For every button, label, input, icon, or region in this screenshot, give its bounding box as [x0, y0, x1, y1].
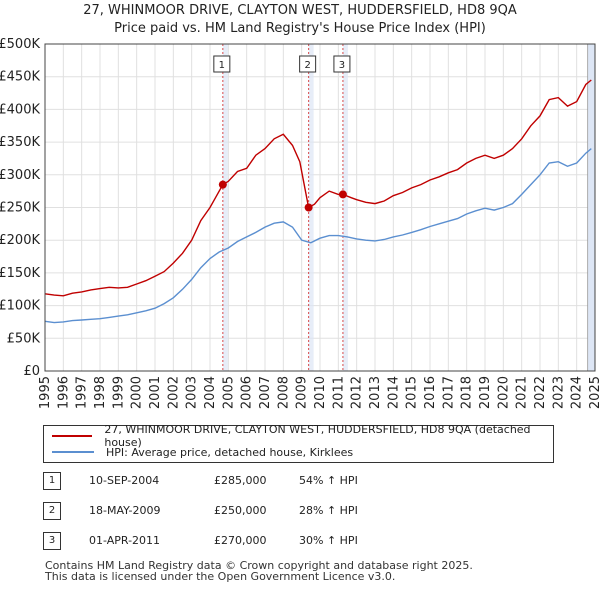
x-tick-label: 2014	[386, 376, 401, 409]
transaction-price: £270,000	[214, 534, 267, 547]
transaction-date: 10-SEP-2004	[89, 474, 160, 487]
legend-item-hpi: HPI: Average price, detached house, Kirk…	[52, 444, 353, 460]
legend-item-property: 27, WHINMOOR DRIVE, CLAYTON WEST, HUDDER…	[52, 423, 553, 449]
chart-title: 27, WHINMOOR DRIVE, CLAYTON WEST, HUDDER…	[0, 2, 600, 38]
x-tick-label: 2005	[221, 376, 236, 409]
y-tick-label: £150K	[0, 266, 40, 281]
hpi-line	[44, 148, 592, 324]
transaction-label-box	[333, 55, 351, 73]
y-tick-label: £100K	[0, 299, 40, 314]
x-tick-label: 2012	[350, 376, 365, 409]
x-tick-label: 2024	[570, 376, 585, 409]
legend-label-property: 27, WHINMOOR DRIVE, CLAYTON WEST, HUDDER…	[104, 423, 531, 449]
transaction-marker	[338, 190, 347, 199]
x-tick-label: 1996	[56, 376, 71, 409]
x-tick-label: 1999	[111, 376, 126, 409]
x-tick-label: 2018	[460, 376, 475, 409]
footer: Contains HM Land Registry data © Crown c…	[45, 560, 473, 582]
table-row: 1 10-SEP-2004 £285,000 54% ↑ HPI	[43, 472, 563, 490]
price-chart: £0 £50K £100K £150K £200K £250K £300K £350K £400…	[0, 37, 600, 409]
transaction-shade	[222, 44, 228, 371]
x-tick-label: 2001	[148, 376, 163, 409]
x-tick-label: 2004	[203, 376, 218, 409]
legend-swatch-hpi	[52, 451, 94, 453]
transaction-number: 1	[43, 472, 61, 490]
transaction-date: 18-MAY-2009	[89, 504, 161, 517]
transaction-label-box	[213, 55, 231, 73]
y-tick-label: £0	[23, 364, 40, 379]
y-tick-label: £200K	[0, 233, 40, 248]
x-tick-label: 2002	[166, 376, 181, 409]
x-tick-label: 2007	[258, 376, 273, 409]
x-tick-label: 2023	[551, 376, 566, 409]
transaction-label: 1	[219, 60, 225, 71]
title-line-1: 27, WHINMOOR DRIVE, CLAYTON WEST, HUDDER…	[83, 3, 517, 18]
x-tick-label: 2025	[588, 376, 600, 409]
y-tick-label: £500K	[0, 37, 40, 52]
x-tick-label: 2013	[368, 376, 383, 409]
x-tick-label: 2010	[313, 376, 328, 409]
x-tick-label: 1997	[75, 376, 90, 409]
y-tick-label: £400K	[0, 102, 40, 117]
footer-line-2: This data is licensed under the Open Gov…	[45, 570, 396, 583]
x-tick-label: 2020	[496, 376, 511, 409]
x-tick-label: 2022	[533, 376, 548, 409]
x-tick-label: 2015	[405, 376, 420, 409]
transaction-marker	[218, 180, 227, 189]
table-row: 2 18-MAY-2009 £250,000 28% ↑ HPI	[43, 502, 563, 520]
x-tick-label: 2003	[185, 376, 200, 409]
transaction-marker	[304, 203, 313, 212]
legend: 27, WHINMOOR DRIVE, CLAYTON WEST, HUDDER…	[43, 423, 554, 463]
transaction-label-box	[299, 55, 317, 73]
y-tick-label: £250K	[0, 201, 40, 216]
x-tick-label: 2016	[423, 376, 438, 409]
x-tick-label: 2017	[441, 376, 456, 409]
x-tick-label: 2021	[515, 376, 530, 409]
y-tick-label: £50K	[7, 331, 41, 346]
table-row: 3 01-APR-2011 £270,000 30% ↑ HPI	[43, 532, 563, 550]
transaction-number: 2	[43, 502, 61, 520]
x-tick-label: 1998	[93, 376, 108, 409]
transaction-number: 3	[43, 532, 61, 550]
x-tick-label: 1995	[38, 376, 53, 409]
x-tick-label: 2019	[478, 376, 493, 409]
transaction-label: 2	[304, 60, 310, 71]
y-tick-label: £350K	[0, 135, 40, 150]
footer-line-1: Contains HM Land Registry data © Crown c…	[45, 559, 473, 572]
transaction-date: 01-APR-2011	[89, 534, 161, 547]
title-line-2: Price paid vs. HM Land Registry's House …	[114, 21, 486, 36]
plot-frame	[44, 43, 596, 372]
x-tick-label: 2000	[130, 376, 145, 409]
legend-label-hpi: HPI: Average price, detached house, Kirk…	[106, 445, 354, 459]
legend-swatch-property	[52, 435, 93, 437]
transaction-price: £250,000	[214, 504, 267, 517]
shaded-period	[587, 44, 595, 371]
transaction-hpi: 28% ↑ HPI	[299, 504, 358, 517]
y-tick-label: £450K	[0, 70, 40, 85]
x-tick-label: 2006	[240, 376, 255, 409]
transaction-label: 3	[339, 60, 345, 71]
x-tick-label: 2011	[331, 376, 346, 409]
transaction-shade	[342, 44, 348, 371]
transaction-price: £285,000	[214, 474, 267, 487]
y-tick-label: £300K	[0, 168, 40, 183]
transaction-hpi: 30% ↑ HPI	[299, 534, 358, 547]
property-price-line	[44, 79, 592, 297]
x-tick-label: 2008	[276, 376, 291, 409]
x-tick-label: 2009	[295, 376, 310, 409]
transaction-hpi: 54% ↑ HPI	[299, 474, 358, 487]
